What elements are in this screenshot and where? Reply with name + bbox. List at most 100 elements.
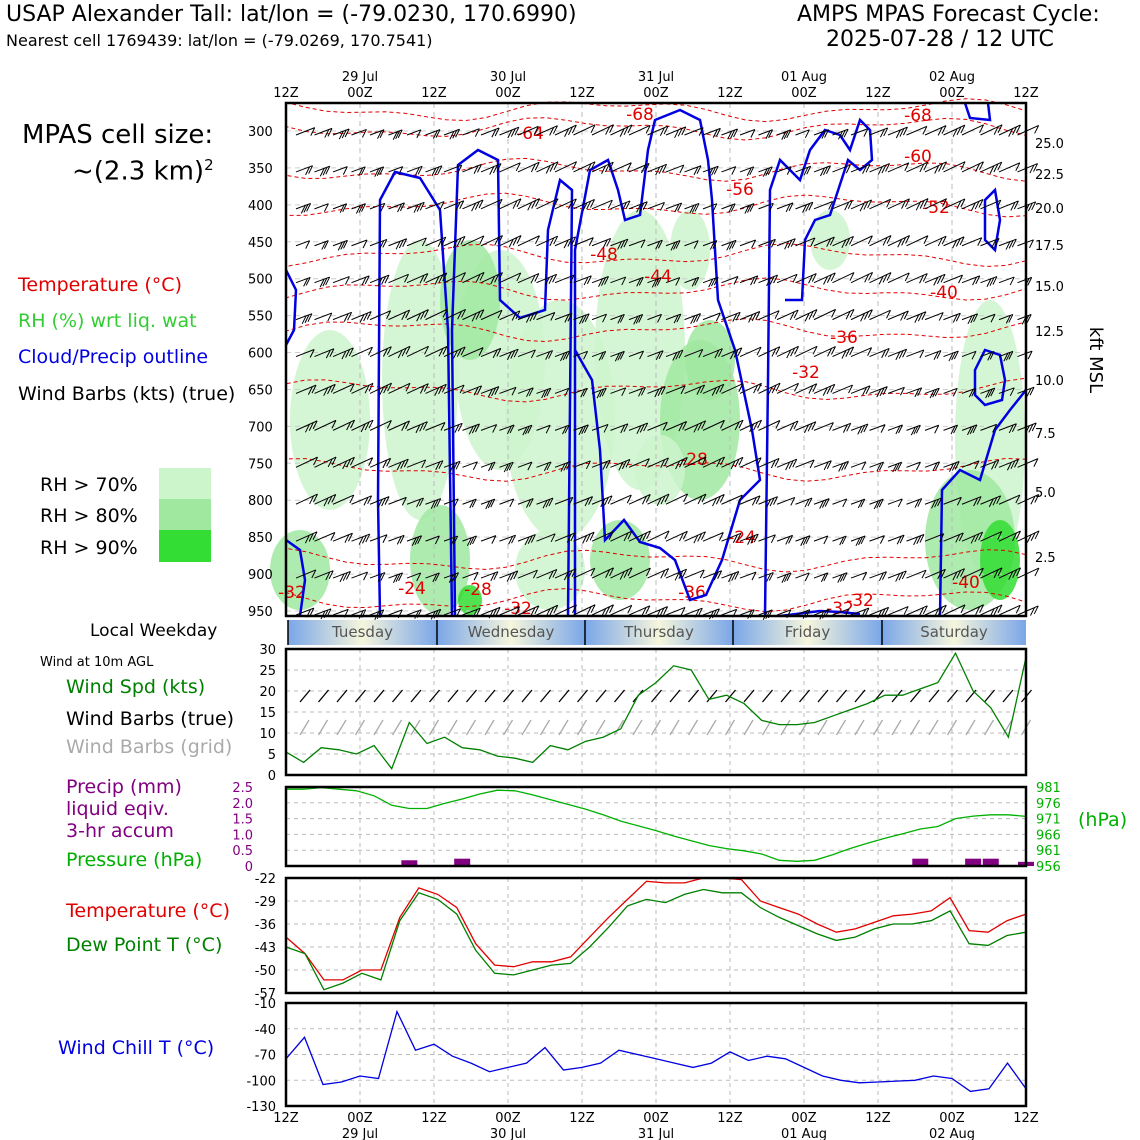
wind-barb-feather (641, 496, 647, 505)
wind-barb (850, 607, 870, 616)
wind-barb (351, 382, 374, 394)
wind-barb-feather (674, 572, 680, 581)
wind-barb (665, 385, 686, 394)
wind-barb-feather (766, 277, 772, 287)
wind-barb-feather (974, 200, 980, 210)
temp-panel-tick-label: -43 (255, 941, 276, 956)
wind-barb-feather (491, 535, 497, 544)
wind-barb (869, 461, 884, 468)
wind-barb (813, 129, 829, 136)
cloud-outline-path (285, 538, 307, 617)
wind-barb (813, 272, 836, 284)
wind-barb-feather (802, 536, 808, 545)
wind-barb-feather (414, 167, 420, 176)
wind-barb (480, 347, 501, 358)
wind-barb-feather (712, 240, 718, 249)
wind-barb-feather (546, 387, 552, 397)
wind-barb-feather (886, 235, 892, 244)
wind-barb (961, 124, 984, 136)
wind-barb-feather (327, 128, 333, 137)
wind-barb-feather (750, 129, 756, 138)
weekday-name: Wednesday (468, 623, 555, 641)
wind-barb-feather (477, 164, 482, 173)
wind-barb (628, 163, 650, 173)
wind-barb (573, 350, 588, 358)
wind-barb-feather (919, 200, 925, 209)
wind-barb-feather (915, 202, 921, 211)
wind-barb (536, 312, 555, 321)
rh-blob (980, 520, 1020, 600)
wind-barb-feather (792, 274, 798, 283)
height-tick-label: 22.5 (1035, 168, 1064, 183)
surface-wind-barb-grid (410, 719, 421, 736)
wind-barb (739, 275, 758, 284)
wind-barb-feather (529, 312, 535, 322)
wind-barb-feather (638, 277, 644, 286)
surface-wind-barb-grid (965, 719, 976, 736)
wind-barb-feather (434, 535, 440, 545)
wind-barb-feather (535, 198, 540, 207)
wind-barb-feather (590, 199, 595, 208)
temp-panel-temperature-label: Temperature (°C) (66, 900, 230, 922)
wind-barb (906, 349, 924, 358)
wind-barb-feather (767, 240, 773, 249)
wind-barb-feather (915, 425, 921, 434)
wind-barb-feather (774, 458, 780, 467)
wind-barb-feather (976, 496, 982, 505)
wind-barb-feather (708, 168, 714, 177)
wind-barb-feather (933, 351, 939, 360)
wind-barb-feather (673, 314, 679, 324)
wind-barb-feather (617, 352, 623, 361)
wind-barb-feather (546, 461, 552, 471)
time-series (285, 651, 1034, 1093)
rh-blob (290, 330, 370, 510)
wind-barb-feather (905, 235, 911, 244)
wind-barb (795, 383, 817, 394)
wind-barb (1017, 276, 1032, 284)
wind-barb-feather (675, 351, 681, 360)
wind-barb-feather (882, 571, 887, 580)
wind-barb-feather (997, 161, 1003, 171)
wind-barb-feather (337, 242, 343, 251)
temp-panel-dewpoint-label: Dew Point T (°C) (66, 934, 223, 956)
wind-barb (517, 161, 540, 173)
wind-barb (906, 235, 929, 247)
wind-barb-feather (414, 536, 420, 545)
wind-barb (499, 386, 517, 394)
wind-barb-feather (660, 386, 666, 395)
wind-barb-feather (1030, 496, 1036, 505)
wind-barb-feather (441, 236, 447, 246)
wind-barb (943, 236, 965, 247)
wind-barb (480, 272, 503, 284)
wind-barb-feather (621, 276, 627, 286)
wind-barb-feather (682, 457, 688, 466)
wind-barb (702, 203, 718, 210)
precip-tick-label: 1.0 (232, 828, 253, 843)
wind-barb (758, 129, 773, 136)
wind-barb (610, 276, 626, 284)
wind-barb (665, 126, 686, 136)
wind-barb-feather (507, 129, 513, 139)
wind-barb-feather (993, 126, 999, 135)
wind-barb (887, 534, 905, 542)
wind-barb-feather (548, 350, 554, 359)
wind-barb-feather (438, 460, 444, 469)
wind-barb (924, 273, 946, 284)
wind-barb-feather (826, 274, 832, 283)
surface-wind-barb-grid (595, 719, 606, 736)
wind-barb (573, 161, 596, 173)
wind-barb-feather (788, 460, 794, 469)
wind-barb (869, 498, 884, 505)
wind-barb-feather (325, 349, 331, 359)
wind-barb-feather (452, 130, 458, 139)
surface-wind-barb-grid (928, 719, 939, 736)
wind-barb (499, 570, 518, 579)
wind-barb (443, 164, 462, 173)
wind-barb (591, 531, 614, 542)
wind-barb-feather (579, 315, 584, 325)
wind-barb-feather (823, 276, 828, 285)
wind-barb-feather (639, 350, 644, 360)
wind-barb-feather (765, 167, 771, 176)
wind-barb (332, 128, 350, 136)
wind-barb (536, 497, 554, 505)
